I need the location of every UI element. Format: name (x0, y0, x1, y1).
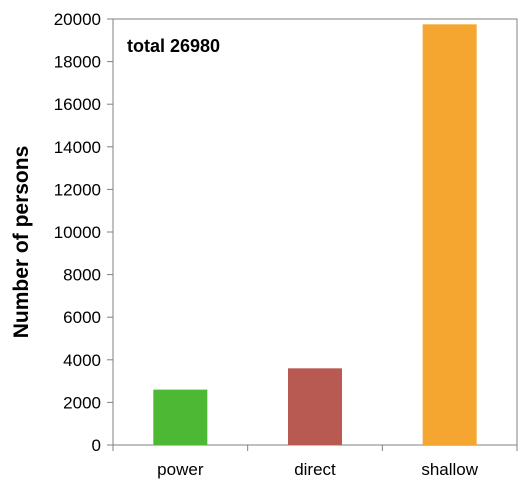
y-tick-label: 10000 (54, 223, 101, 242)
y-axis: 0 2000 4000 6000 8000 10000 12000 14000 16000 180… (54, 10, 113, 455)
y-tick-label: 16000 (54, 95, 101, 114)
total-annotation: total 26980 (127, 36, 220, 56)
y-tick-label: 2000 (63, 393, 101, 412)
bar-direct (288, 368, 342, 445)
bars-layer (153, 24, 477, 445)
y-tick-label: 12000 (54, 180, 101, 199)
y-tick-label: 8000 (63, 266, 101, 285)
bar-power (153, 389, 208, 445)
x-tick-label: power (157, 460, 204, 479)
x-tick-label: direct (294, 460, 336, 479)
x-tick-label: shallow (421, 460, 478, 479)
y-tick-label: 0 (92, 436, 101, 455)
y-axis-label: Number of persons (10, 146, 33, 339)
y-tick-label: 4000 (63, 351, 101, 370)
y-tick-label: 20000 (54, 10, 101, 29)
y-tick-label: 14000 (54, 138, 101, 157)
bar-shallow (422, 24, 477, 445)
y-tick-label: 6000 (63, 308, 101, 327)
x-axis: power direct shallow (112, 445, 518, 479)
y-tick-label: 18000 (54, 53, 101, 72)
